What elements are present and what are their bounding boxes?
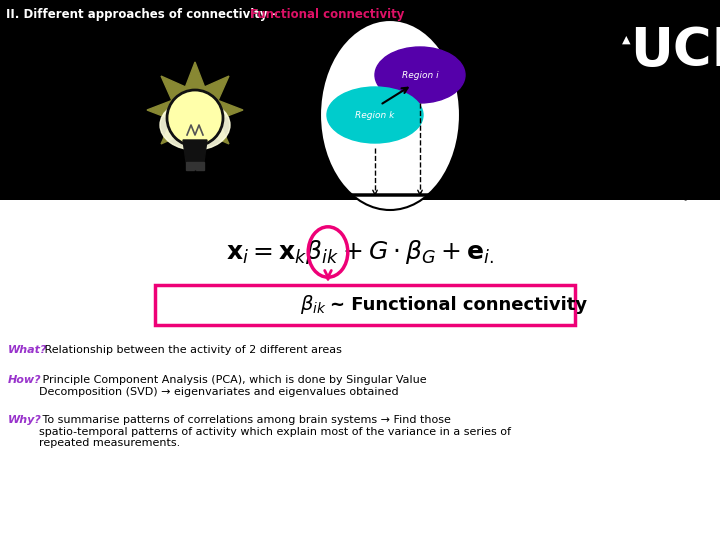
Bar <box>0 0 720 200</box>
Ellipse shape <box>327 87 423 143</box>
Bar <box>186 162 204 170</box>
Text: ▲: ▲ <box>622 35 631 45</box>
Text: Why?: Why? <box>8 415 42 425</box>
Text: Principle Component Analysis (PCA), which is done by Singular Value
Decompositio: Principle Component Analysis (PCA), whic… <box>39 375 427 396</box>
Text: Relationship between the activity of 2 different areas: Relationship between the activity of 2 d… <box>41 345 342 355</box>
Ellipse shape <box>375 47 465 103</box>
Text: Functional connectivity: Functional connectivity <box>250 8 405 21</box>
Ellipse shape <box>320 20 460 210</box>
Text: $\mathbf{x}_{i} = \mathbf{x}_{k}\beta_{ik} + G \cdot \beta_{G} + \mathbf{e}_{i.}: $\mathbf{x}_{i} = \mathbf{x}_{k}\beta_{i… <box>226 238 494 266</box>
Ellipse shape <box>160 100 230 150</box>
Text: What?: What? <box>8 345 48 355</box>
Bar <box>155 285 575 325</box>
Text: How?: How? <box>8 375 42 385</box>
Text: Region k: Region k <box>355 111 395 119</box>
Text: $\beta_{ik}$: $\beta_{ik}$ <box>300 294 327 316</box>
Polygon shape <box>183 140 207 162</box>
Text: UCL: UCL <box>630 25 720 77</box>
Text: ~ Functional connectivity: ~ Functional connectivity <box>330 296 587 314</box>
Text: II. Different approaches of connectivity –: II. Different approaches of connectivity… <box>6 8 282 21</box>
Text: To summarise patterns of correlations among brain systems → Find those
spatio-te: To summarise patterns of correlations am… <box>39 415 511 448</box>
Text: Time: Time <box>609 175 651 190</box>
Text: stimulus: stimulus <box>203 174 256 187</box>
Text: Region i: Region i <box>402 71 438 79</box>
Polygon shape <box>147 62 243 158</box>
Circle shape <box>167 90 223 146</box>
